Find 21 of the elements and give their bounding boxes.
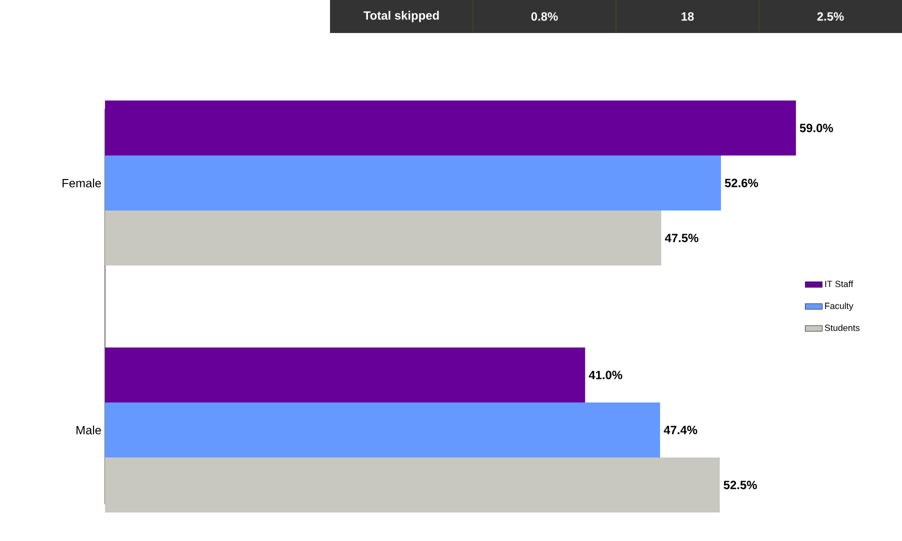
data-label: 47.4% bbox=[664, 426, 698, 434]
legend-label: IT Staff bbox=[825, 280, 854, 288]
data-label: 52.6% bbox=[724, 178, 758, 188]
data-label: 47.5% bbox=[664, 234, 698, 242]
data-label: 52.5% bbox=[724, 480, 757, 490]
bar bbox=[105, 347, 586, 402]
bar bbox=[105, 457, 720, 512]
y-tick-label: Male bbox=[76, 426, 101, 434]
bar bbox=[105, 155, 721, 210]
text: 2.5% bbox=[817, 12, 844, 21]
data-label: 59.0% bbox=[800, 124, 834, 132]
bar bbox=[105, 100, 796, 156]
legend-label: Faculty bbox=[825, 302, 854, 311]
bar bbox=[105, 210, 662, 266]
bar bbox=[105, 402, 660, 458]
data-label: 41.0% bbox=[588, 370, 622, 380]
text: 0.8% bbox=[531, 12, 558, 21]
text: Total skipped bbox=[364, 10, 439, 22]
y-tick-label: Female bbox=[62, 178, 101, 188]
legend-label: Students bbox=[824, 324, 860, 332]
text: 18 bbox=[682, 12, 694, 21]
